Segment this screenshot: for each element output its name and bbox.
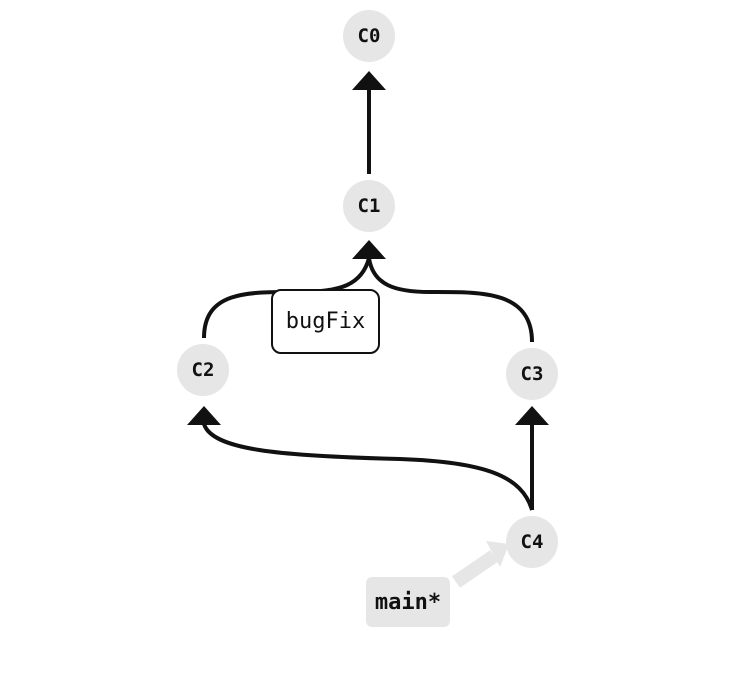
edge-c4-c2 (187, 406, 534, 511)
commit-c0[interactable]: C0 (343, 10, 395, 62)
branch-bugfix[interactable]: bugFix (271, 289, 380, 354)
arrowhead-c1 (352, 240, 386, 259)
commit-c4[interactable]: C4 (506, 516, 558, 568)
commit-c3[interactable]: C3 (506, 348, 558, 400)
branch-main[interactable]: main* (366, 577, 450, 627)
edge-c1-c0 (352, 71, 386, 174)
edge-c3-c1 (367, 257, 534, 343)
commit-c1[interactable]: C1 (343, 180, 395, 232)
head-arrow (452, 541, 509, 588)
edge-c4-c3 (515, 406, 549, 510)
commit-c2[interactable]: C2 (177, 344, 229, 396)
